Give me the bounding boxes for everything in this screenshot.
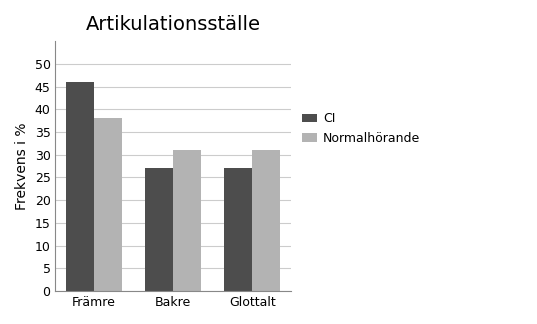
Bar (66, 82, 94, 291)
Bar (224, 168, 252, 291)
Bar (173, 150, 201, 291)
Title: Artikulationsställe: Artikulationsställe (85, 15, 260, 34)
Y-axis label: Frekvens i %: Frekvens i % (15, 122, 29, 210)
Bar (94, 118, 121, 291)
Legend: CI, Normalhörande: CI, Normalhörande (297, 108, 425, 150)
Bar (252, 150, 280, 291)
Bar (146, 168, 173, 291)
